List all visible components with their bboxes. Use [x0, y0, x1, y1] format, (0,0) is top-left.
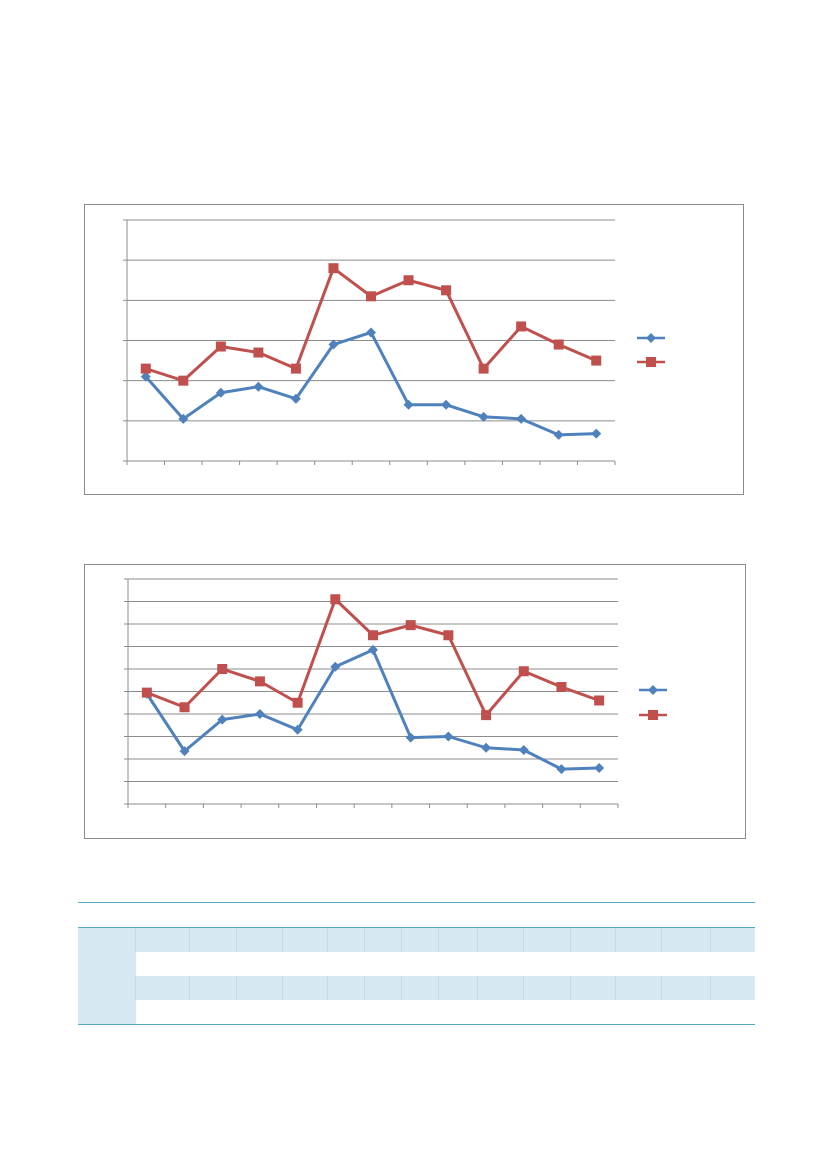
series-1-point: [594, 763, 605, 773]
series-1-point: [556, 764, 567, 775]
series-1-point: [516, 413, 527, 424]
series-2-point: [140, 363, 151, 374]
series-1-point: [403, 399, 414, 410]
table-row: [78, 1000, 755, 1025]
data-table: [78, 902, 755, 1025]
series-2-point: [516, 321, 527, 332]
series-2-point: [368, 630, 378, 641]
series-1-line: [144, 330, 597, 437]
series-2-point: [553, 339, 564, 350]
series-2-point: [178, 375, 189, 386]
series-2-point: [215, 341, 226, 352]
table-row: [78, 976, 755, 1000]
series-1-point: [217, 714, 228, 725]
series-1-point: [553, 429, 564, 440]
series-2-point: [141, 687, 152, 698]
series-2-point: [366, 291, 376, 302]
legend-entry-series-1: [637, 684, 677, 696]
series-1-point: [368, 644, 378, 655]
table-row: [78, 927, 755, 952]
series-1-point: [178, 413, 189, 424]
chart-2: [84, 564, 746, 839]
series-1-point: [215, 387, 226, 398]
series-1-line: [145, 648, 600, 771]
series-1-point: [443, 731, 454, 742]
series-2-point: [591, 355, 602, 366]
table-row: [78, 952, 755, 976]
series-1-point: [253, 381, 264, 392]
series-2-point: [330, 594, 341, 605]
series-2-point: [405, 620, 416, 631]
series-1-point: [140, 371, 151, 382]
series-2-point: [443, 630, 454, 641]
series-1-point: [481, 742, 492, 753]
chart-1-plot: [123, 219, 616, 465]
series-2-point: [290, 363, 301, 374]
series-2-point: [481, 710, 492, 721]
series-2-point: [328, 263, 339, 274]
chart-1: [84, 204, 744, 495]
series-1-point: [405, 732, 416, 743]
series-1-point: [478, 411, 489, 422]
series-1-point: [254, 709, 265, 719]
chart-2-plot: [124, 578, 619, 808]
series-2-point: [217, 664, 228, 674]
series-1-point: [441, 399, 452, 410]
series-2-point: [179, 702, 190, 713]
series-2-point: [441, 285, 452, 296]
series-2-point: [403, 275, 414, 286]
legend-entry-series-2: [637, 709, 677, 721]
series-1-point: [328, 339, 339, 350]
series-1-point: [366, 327, 376, 338]
series-1-point: [330, 661, 341, 672]
series-2-point: [518, 666, 529, 677]
series-1-point: [179, 746, 190, 757]
series-1-point: [292, 724, 303, 735]
series-2-point: [253, 347, 264, 358]
series-2-line: [145, 266, 597, 383]
table-header-row: [78, 902, 755, 928]
series-1-point: [290, 393, 301, 404]
series-2-point: [478, 363, 489, 374]
series-2-line: [146, 597, 600, 717]
legend-entry-series-1: [635, 332, 675, 344]
series-2-point: [594, 695, 605, 706]
legend-entry-series-2: [635, 356, 675, 368]
series-2-point: [556, 682, 567, 692]
series-1-point: [591, 428, 602, 439]
series-2-point: [254, 676, 265, 687]
series-1-point: [518, 745, 529, 755]
series-2-point: [292, 697, 303, 708]
